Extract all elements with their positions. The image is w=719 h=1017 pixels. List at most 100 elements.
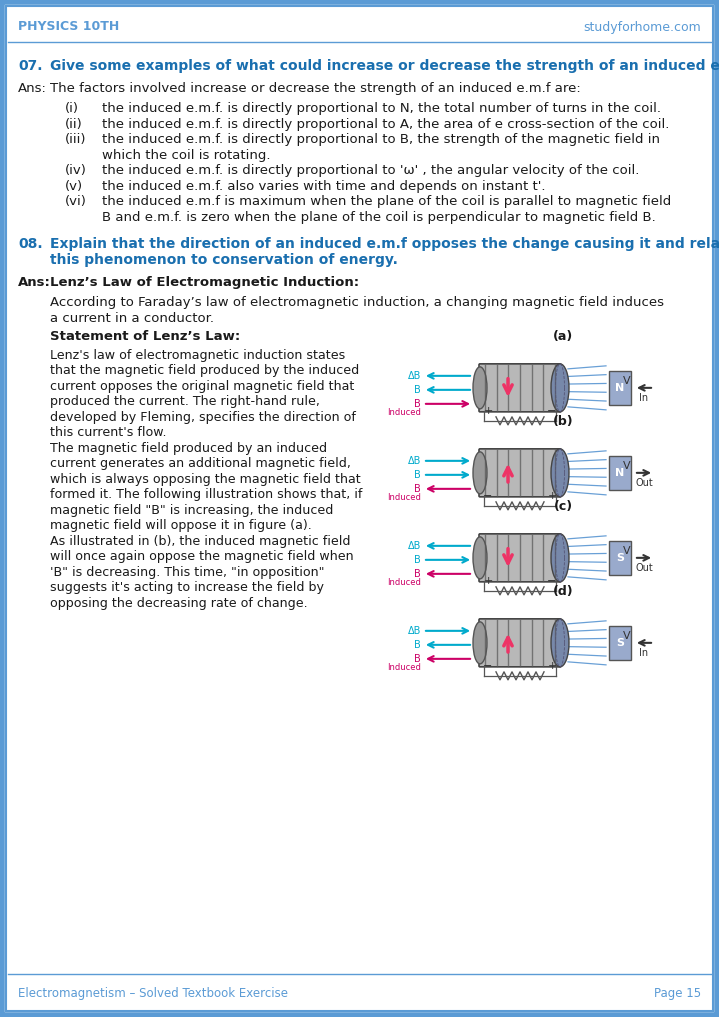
Text: formed it. The following illustration shows that, if: formed it. The following illustration sh… (50, 488, 362, 501)
Text: magnetic field "B" is increasing, the induced: magnetic field "B" is increasing, the in… (50, 503, 334, 517)
Text: the induced e.m.f is maximum when the plane of the coil is parallel to magnetic : the induced e.m.f is maximum when the pl… (102, 195, 672, 208)
Text: studyforhome.com: studyforhome.com (583, 20, 701, 34)
Ellipse shape (473, 621, 487, 664)
Text: the induced e.m.f. is directly proportional to N, the total number of turns in t: the induced e.m.f. is directly proportio… (102, 103, 661, 115)
Text: B: B (414, 399, 421, 409)
Text: which the coil is rotating.: which the coil is rotating. (102, 148, 270, 162)
Text: B: B (414, 569, 421, 579)
Text: this phenomenon to conservation of energy.: this phenomenon to conservation of energ… (50, 253, 398, 266)
Text: According to Faraday’s law of electromagnetic induction, a changing magnetic fie: According to Faraday’s law of electromag… (50, 296, 664, 309)
Text: −: − (547, 406, 557, 416)
Text: (vi): (vi) (65, 195, 87, 208)
FancyBboxPatch shape (479, 619, 561, 667)
Ellipse shape (473, 452, 487, 494)
Text: B: B (414, 484, 421, 494)
FancyBboxPatch shape (479, 448, 561, 497)
Text: (iv): (iv) (65, 165, 87, 177)
Text: S: S (616, 553, 624, 562)
Text: −: − (547, 576, 557, 586)
FancyBboxPatch shape (609, 541, 631, 575)
FancyBboxPatch shape (609, 625, 631, 660)
Text: B: B (414, 470, 421, 480)
Text: 08.: 08. (18, 237, 42, 251)
Text: +: + (483, 406, 493, 416)
Text: current generates an additional magnetic field,: current generates an additional magnetic… (50, 458, 351, 470)
Text: Give some examples of what could increase or decrease the strength of an induced: Give some examples of what could increas… (50, 59, 719, 73)
Ellipse shape (551, 364, 569, 412)
Text: +: + (547, 661, 557, 671)
Text: opposing the decreasing rate of change.: opposing the decreasing rate of change. (50, 597, 308, 610)
Text: developed by Fleming, specifies the direction of: developed by Fleming, specifies the dire… (50, 411, 356, 424)
Text: (a): (a) (553, 330, 573, 343)
Text: PHYSICS 10TH: PHYSICS 10TH (18, 20, 119, 34)
Text: the induced e.m.f. is directly proportional to A, the area of e cross-section of: the induced e.m.f. is directly proportio… (102, 118, 669, 131)
Text: −: − (483, 661, 493, 671)
Text: B and e.m.f. is zero when the plane of the coil is perpendicular to magnetic fie: B and e.m.f. is zero when the plane of t… (102, 211, 656, 224)
Text: the induced e.m.f. is directly proportional to 'ω' , the angular velocity of the: the induced e.m.f. is directly proportio… (102, 165, 639, 177)
Text: the induced e.m.f. also varies with time and depends on instant t'.: the induced e.m.f. also varies with time… (102, 180, 546, 193)
Text: In: In (639, 648, 649, 658)
Text: the induced e.m.f. is directly proportional to B, the strength of the magnetic f: the induced e.m.f. is directly proportio… (102, 133, 660, 146)
Text: Ans:: Ans: (18, 276, 51, 289)
Text: ΔB: ΔB (408, 456, 421, 466)
Text: (b): (b) (553, 415, 573, 428)
Text: Explain that the direction of an induced e.m.f opposes the change causing it and: Explain that the direction of an induced… (50, 237, 719, 251)
Text: (d): (d) (553, 585, 573, 598)
Text: N: N (615, 382, 625, 393)
Text: Induced: Induced (387, 663, 421, 672)
Text: ΔB: ΔB (408, 625, 421, 636)
Text: will once again oppose the magnetic field when: will once again oppose the magnetic fiel… (50, 550, 354, 563)
Text: Electromagnetism – Solved Textbook Exercise: Electromagnetism – Solved Textbook Exerc… (18, 988, 288, 1001)
Text: (i): (i) (65, 103, 79, 115)
Text: B: B (414, 640, 421, 650)
Text: this current's flow.: this current's flow. (50, 426, 167, 439)
Text: B: B (414, 555, 421, 564)
Ellipse shape (473, 537, 487, 579)
Text: N: N (615, 468, 625, 478)
Text: Out: Out (635, 478, 653, 488)
Ellipse shape (551, 448, 569, 497)
Text: −: − (483, 491, 493, 500)
Text: ΔB: ΔB (408, 541, 421, 551)
Text: suggests it's acting to increase the field by: suggests it's acting to increase the fie… (50, 582, 324, 594)
Text: Induced: Induced (387, 579, 421, 588)
Text: The magnetic field produced by an induced: The magnetic field produced by an induce… (50, 441, 327, 455)
Text: (iii): (iii) (65, 133, 86, 146)
Text: a current in a conductor.: a current in a conductor. (50, 311, 214, 324)
Text: S: S (616, 638, 624, 648)
Text: V: V (623, 546, 631, 556)
Text: V: V (623, 631, 631, 641)
Text: +: + (547, 491, 557, 500)
Text: 'B" is decreasing. This time, "in opposition": 'B" is decreasing. This time, "in opposi… (50, 565, 324, 579)
Text: Lenz's law of electromagnetic induction states: Lenz's law of electromagnetic induction … (50, 349, 345, 362)
Text: current opposes the original magnetic field that: current opposes the original magnetic fi… (50, 380, 354, 393)
Text: Induced: Induced (387, 409, 421, 417)
Text: Out: Out (635, 562, 653, 573)
FancyBboxPatch shape (479, 364, 561, 412)
Text: that the magnetic field produced by the induced: that the magnetic field produced by the … (50, 364, 360, 377)
Text: The factors involved increase or decrease the strength of an induced e.m.f are:: The factors involved increase or decreas… (50, 82, 581, 96)
FancyBboxPatch shape (479, 534, 561, 582)
Text: B: B (414, 384, 421, 395)
Text: (c): (c) (554, 499, 572, 513)
Text: 07.: 07. (18, 59, 42, 73)
Text: produced the current. The right-hand rule,: produced the current. The right-hand rul… (50, 396, 320, 409)
FancyBboxPatch shape (609, 371, 631, 405)
Text: ΔB: ΔB (408, 371, 421, 380)
Text: V: V (623, 376, 631, 385)
Ellipse shape (551, 619, 569, 667)
Text: (ii): (ii) (65, 118, 83, 131)
Text: As illustrated in (b), the induced magnetic field: As illustrated in (b), the induced magne… (50, 535, 350, 548)
Text: Statement of Lenz’s Law:: Statement of Lenz’s Law: (50, 331, 240, 344)
Ellipse shape (473, 367, 487, 409)
Text: which is always opposing the magnetic field that: which is always opposing the magnetic fi… (50, 473, 361, 486)
FancyBboxPatch shape (609, 456, 631, 490)
Text: Lenz’s Law of Electromagnetic Induction:: Lenz’s Law of Electromagnetic Induction: (50, 276, 359, 289)
Text: B: B (414, 654, 421, 664)
Text: Ans:: Ans: (18, 82, 47, 96)
Text: +: + (483, 576, 493, 586)
Text: Page 15: Page 15 (654, 988, 701, 1001)
Text: Induced: Induced (387, 493, 421, 502)
Text: V: V (623, 461, 631, 471)
Text: magnetic field will oppose it in figure (a).: magnetic field will oppose it in figure … (50, 520, 312, 532)
